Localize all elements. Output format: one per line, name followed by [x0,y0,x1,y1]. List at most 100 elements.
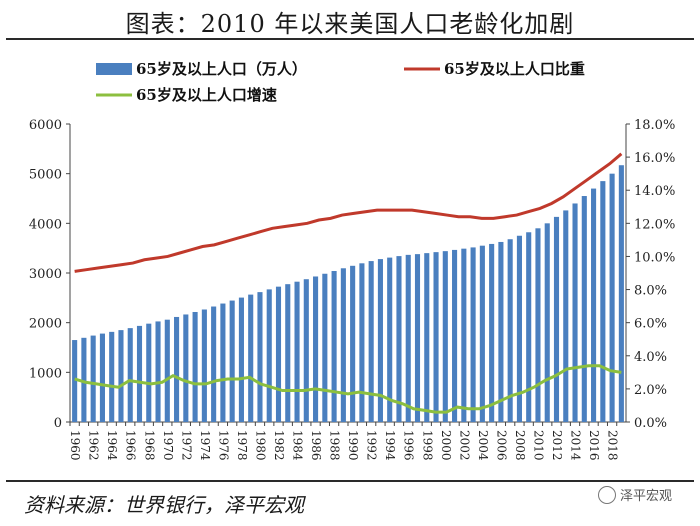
x-tick-label: 1966 [124,430,138,461]
bar-1983 [285,284,291,422]
wechat-icon [598,485,616,504]
x-tick-label: 1962 [87,430,101,461]
bar-2019 [618,165,624,422]
legend-ratio-label: 65岁及以上人口比重 [444,60,585,78]
bar-2012 [553,216,560,422]
bar-1970 [164,319,170,422]
bar-2000 [442,251,448,422]
bar-1997 [414,254,421,422]
bar-1971 [174,316,180,422]
legend: 65岁及以上人口（万人） 65岁及以上人口比重 65岁及以上人口增速 [96,60,585,104]
x-tick-label: 1980 [253,430,267,461]
bar-1968 [146,323,152,422]
bar-2003 [470,247,476,422]
bar-1960 [72,340,78,422]
bar-1981 [266,289,272,422]
right-tick-label: 16.0% [634,151,675,166]
bar-1990 [350,265,356,422]
x-tick-label: 1968 [142,430,156,461]
bar-1975 [211,306,217,422]
bar-2005 [489,243,495,422]
bar-1964 [109,331,115,422]
x-tick-label: 1972 [179,430,193,461]
legend-bar-label: 65岁及以上人口（万人） [136,60,307,78]
bar-1995 [396,256,402,422]
x-tick-label: 2010 [531,430,545,461]
bar-2016 [591,188,597,422]
right-tick-label: 4.0% [634,350,667,365]
right-tick-label: 6.0% [634,317,667,332]
chart-title: 图表：2010 年以来美国人口老龄化加剧 [125,10,575,38]
x-tick-label: 1988 [328,430,342,461]
bar-1976 [220,303,226,422]
bar-2008 [516,235,522,422]
bar-2010 [535,228,541,422]
left-tick-label: 0 [54,416,62,431]
top-rule [6,38,694,40]
x-tick-label: 1984 [291,430,305,461]
legend-bar-swatch [96,63,132,75]
legend-growth-label: 65岁及以上人口增速 [136,86,277,104]
chart-area: 65岁及以上人口（万人） 65岁及以上人口比重 65岁及以上人口增速 0 1000… [29,60,675,461]
bar-1994 [387,257,393,422]
x-tick-label: 2014 [569,430,583,461]
bar-1989 [340,268,346,422]
bar-2004 [479,245,485,422]
x-tick-label: 2008 [513,430,527,461]
bar-1987 [322,273,328,422]
bar-1966 [127,328,133,422]
bar-1962 [90,335,96,422]
bar-1991 [359,263,365,422]
bottom-rule [6,480,694,482]
bar-1974 [201,309,207,422]
x-tick-label: 1982 [272,430,286,461]
bar-1961 [81,337,87,422]
bar-1985 [303,279,309,422]
source-note: 资料来源：世界银行，泽平宏观 [24,493,304,517]
left-tick-label: 4000 [29,217,62,232]
right-tick-label: 10.0% [634,250,675,265]
growth-line [74,364,622,414]
bar-1998 [424,253,430,422]
bar-1988 [331,271,337,422]
bar-1993 [377,259,383,422]
bar-1973 [192,311,198,422]
x-tick-label: 1998 [420,430,434,461]
right-tick-label: 12.0% [634,217,675,232]
x-tick-label: 2002 [457,430,471,461]
bar-1982 [275,286,282,422]
bar-1978 [238,297,244,422]
x-tick-label: 1996 [402,430,416,461]
x-tick-label: 1990 [346,430,360,461]
left-tick-label: 2000 [29,317,62,332]
bar-2001 [452,249,458,422]
bar-1963 [99,333,105,422]
watermark-text: 泽平宏观 [620,489,673,504]
bar-2013 [563,210,569,422]
watermark: 泽平宏观 [598,485,672,504]
bar-2007 [507,239,513,422]
x-tick-label: 1964 [105,430,119,461]
right-tick-label: 0.0% [634,416,667,431]
bar-1979 [248,294,254,422]
ratio-line [74,152,623,273]
bar-2006 [498,241,504,422]
bar-1977 [229,300,235,422]
x-tick-label: 2016 [587,430,601,461]
right-tick-label: 14.0% [634,184,675,199]
x-tick-label: 1976 [216,430,230,461]
x-tick-label: 2012 [550,430,564,461]
bar-1992 [368,261,374,422]
bar-2015 [581,196,587,422]
bar-1965 [118,330,124,422]
x-tick-label: 1970 [161,430,175,461]
x-tick-label: 1992 [365,430,379,461]
x-tick-label: 1974 [198,430,212,461]
bar-2014 [572,203,578,422]
x-tick-label: 2006 [494,430,508,461]
x-tick-label: 1978 [235,430,249,461]
left-tick-label: 6000 [29,118,62,133]
left-tick-label: 5000 [29,168,62,183]
bar-2017 [600,181,606,422]
x-tick-label: 1986 [309,430,323,461]
